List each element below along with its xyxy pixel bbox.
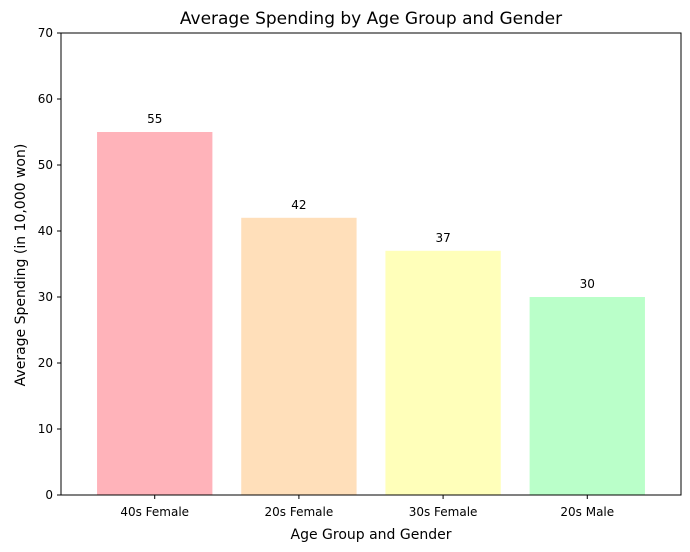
x-tick-label: 40s Female <box>120 505 189 519</box>
chart-title: Average Spending by Age Group and Gender <box>180 9 562 29</box>
y-axis-ticks: 0 10 20 30 40 50 60 70 <box>38 26 61 502</box>
bar-30s-female <box>385 250 501 495</box>
bar-20s-female <box>241 217 357 496</box>
data-label: 30 <box>580 277 595 291</box>
x-tick-label: 30s Female <box>409 505 478 519</box>
y-tick-label: 50 <box>38 158 53 172</box>
y-tick-label: 70 <box>38 26 53 40</box>
bar-40s-female <box>97 132 213 495</box>
x-axis-ticks: 40s Female 20s Female 30s Female 20s Male <box>120 495 614 519</box>
y-tick-label: 30 <box>38 290 53 304</box>
y-tick-label: 60 <box>38 92 53 106</box>
x-tick-label: 20s Female <box>265 505 334 519</box>
data-label: 37 <box>435 231 450 245</box>
y-axis-label: Average Spending (in 10,000 won) <box>13 144 29 387</box>
data-label: 42 <box>291 198 306 212</box>
bars-group <box>97 132 645 496</box>
y-tick-label: 0 <box>45 488 53 502</box>
plot-frame <box>60 32 682 496</box>
bar-20s-male <box>529 297 645 495</box>
x-tick-label: 20s Male <box>560 505 614 519</box>
data-label: 55 <box>147 112 162 126</box>
y-tick-label: 40 <box>38 224 53 238</box>
data-labels-group: 55 42 37 30 <box>147 112 595 291</box>
x-axis-label: Age Group and Gender <box>291 527 452 543</box>
y-tick-label: 20 <box>38 356 53 370</box>
y-tick-label: 10 <box>38 422 53 436</box>
